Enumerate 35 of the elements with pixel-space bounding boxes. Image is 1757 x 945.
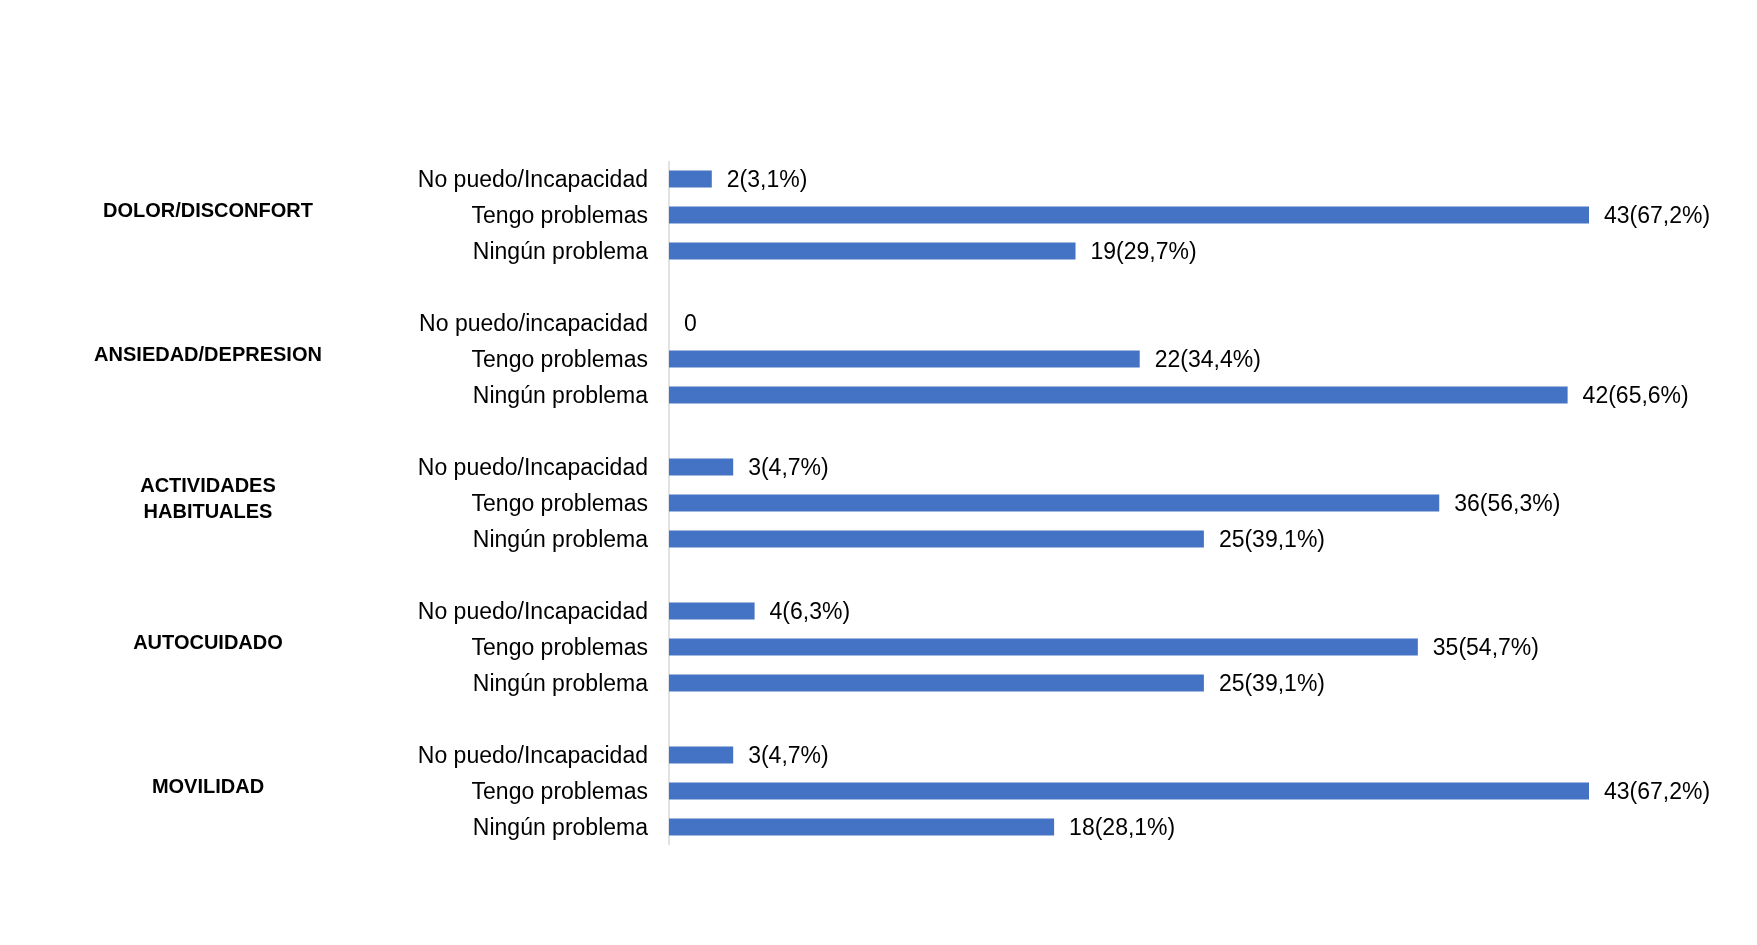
data-label: 0 — [684, 310, 697, 336]
data-label: 3(4,7%) — [748, 454, 829, 480]
y-tick-label: Tengo problemas — [471, 490, 648, 516]
data-label: 2(3,1%) — [726, 166, 808, 192]
text: DOLOR/DISCONFORT — [103, 199, 313, 221]
y-tick-label: Ningún problema — [472, 670, 649, 696]
y-tick-label: No puedo/Incapacidad — [417, 742, 648, 768]
y-tick-label: Ningún problema — [472, 238, 649, 264]
data-label: 4(6,3%) — [769, 598, 851, 624]
data-label: 18(28,1%) — [1069, 814, 1176, 840]
data-label: 43(67,2%) — [1604, 202, 1711, 228]
y-tick-label: Ningún problema — [472, 382, 649, 408]
text: AUTOCUIDADO — [133, 631, 283, 653]
data-label: 25(39,1%) — [1218, 670, 1326, 696]
y-tick-label: Tengo problemas — [471, 346, 648, 372]
y-tick-label: Tengo problemas — [471, 202, 648, 228]
data-label: 19(29,7%) — [1090, 238, 1197, 264]
y-tick-label: No puedo/Incapacidad — [417, 166, 648, 192]
text: MOVILIDAD — [151, 775, 265, 797]
y-tick-label: Ningún problema — [472, 814, 649, 840]
data-label: 25(39,1%) — [1218, 526, 1326, 552]
data-label: 43(67,2%) — [1604, 778, 1711, 804]
data-label: 42(65,6%) — [1582, 382, 1689, 408]
text: ANSIEDAD/DEPRESION — [94, 343, 322, 365]
data-label: 36(56,3%) — [1454, 490, 1561, 516]
y-tick-label: Ningún problema — [472, 526, 649, 552]
y-tick-label: No puedo/incapacidad — [419, 310, 648, 336]
text: ACTIVIDADES HABITUALES — [140, 474, 276, 522]
y-tick-label: Tengo problemas — [471, 778, 648, 804]
data-label: 22(34,4%) — [1154, 346, 1261, 372]
y-tick-label: No puedo/Incapacidad — [417, 454, 648, 480]
data-label: 3(4,7%) — [748, 742, 829, 768]
data-label: 35(54,7%) — [1432, 634, 1539, 660]
y-tick-label: Tengo problemas — [471, 634, 648, 660]
y-tick-label: No puedo/Incapacidad — [417, 598, 648, 624]
